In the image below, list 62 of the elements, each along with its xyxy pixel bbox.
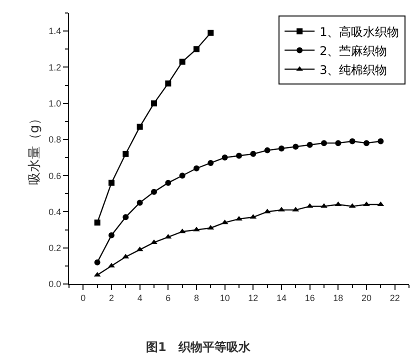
point (364, 140, 370, 146)
point (222, 154, 228, 161)
point (236, 216, 242, 220)
point (306, 142, 313, 148)
x-tick-label: 22 (390, 292, 400, 303)
y-tick-label: 0.4 (48, 206, 62, 217)
y-axis-title: 吸水量（g） (28, 112, 43, 186)
point (165, 180, 172, 186)
point (150, 239, 158, 244)
x-tick-label: 14 (276, 292, 287, 303)
legend-label: 1、高吸水织物 (320, 24, 400, 39)
caption: 图1 织物平等吸水 (146, 340, 252, 354)
x-tick-label: 20 (361, 292, 372, 303)
y-tick-label: 1.4 (48, 26, 62, 36)
point (363, 202, 370, 206)
point (151, 100, 157, 106)
point (208, 160, 214, 166)
point (136, 124, 143, 130)
y-tick-label: 0.8 (48, 134, 62, 145)
point (335, 140, 342, 146)
point (194, 46, 200, 52)
point (292, 144, 299, 150)
x-tick-label: 10 (220, 292, 230, 303)
point (378, 138, 384, 144)
point (179, 172, 186, 179)
point (250, 150, 256, 157)
point (122, 214, 129, 220)
y-tick-label: 0.6 (48, 170, 62, 181)
x-tick-label: 18 (333, 292, 344, 303)
x-tick-label: 2 (108, 292, 114, 303)
point (108, 232, 114, 238)
point (108, 262, 115, 268)
point (136, 200, 143, 206)
x-tick-label: 12 (248, 292, 258, 303)
y-tick-label: 0.0 (48, 279, 62, 290)
x-tick-label: 0 (80, 292, 86, 303)
point (278, 206, 285, 212)
point (94, 220, 100, 226)
x-tick-label: 4 (137, 292, 142, 303)
point (94, 259, 100, 266)
y-tick-label: 0.2 (48, 243, 62, 254)
legend-label: 2、苎麻织物 (320, 44, 388, 58)
point (264, 147, 270, 154)
point (278, 146, 284, 152)
y-tick-label: 1.2 (48, 62, 62, 72)
legend-label: 3、纯棉织物 (320, 62, 388, 77)
point (321, 140, 327, 146)
point (349, 138, 356, 144)
x-tick-label: 16 (304, 292, 315, 303)
point (179, 58, 186, 65)
point (165, 80, 172, 86)
point (320, 203, 328, 208)
x-tick-label: 8 (194, 292, 200, 303)
point (193, 226, 200, 232)
point (108, 180, 114, 186)
x-tick-label: 6 (166, 292, 171, 303)
y-tick-label: 1.0 (48, 98, 62, 108)
point (122, 150, 129, 157)
point (236, 152, 242, 159)
point (208, 30, 214, 36)
point (151, 188, 157, 195)
point (194, 165, 200, 172)
